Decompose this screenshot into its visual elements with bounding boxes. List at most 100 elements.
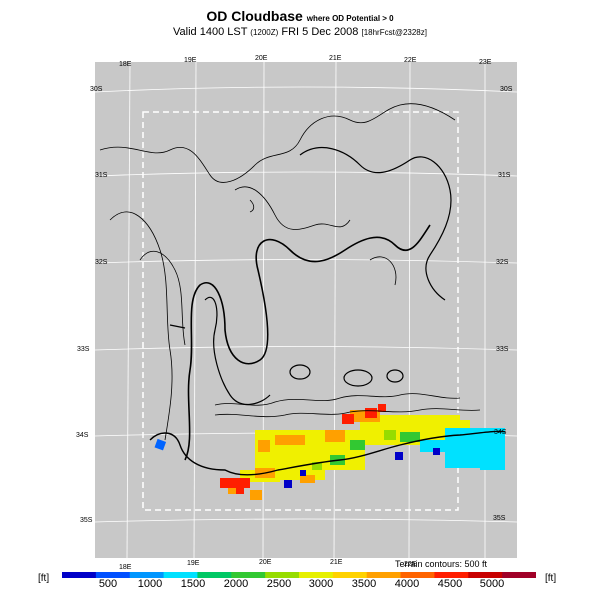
lat-label-right-35s: 35S (493, 515, 506, 522)
lat-label-right-34s: 34S (494, 429, 507, 436)
cloud-cell (395, 452, 403, 460)
lon-label-top-20e: 20E (255, 55, 268, 62)
cloud-cell (284, 480, 292, 488)
colorbar-segment (163, 572, 198, 578)
colorbar-segment (95, 572, 131, 578)
map-title: OD Cloudbase where OD Potential > 0 (0, 8, 600, 24)
cloud-cell (300, 475, 315, 483)
title-qualifier: where OD Potential > 0 (306, 14, 394, 23)
lat-labels-left: 30S 31S 32S 33S 34S 35S (76, 86, 108, 524)
lat-label-left-33s: 33S (77, 346, 90, 353)
cloud-cell (384, 430, 396, 440)
cloud-cell (325, 430, 345, 442)
isolated-cloud-cell (154, 438, 167, 451)
lon-label-bottom-20e: 20E (259, 559, 272, 566)
lon-label-top-22e: 22E (404, 57, 417, 64)
subtitle-run: [18hrFcst@2328z] (361, 28, 427, 37)
lon-label-bottom-21e: 21E (330, 559, 343, 566)
colorbar-segment (502, 572, 536, 578)
colorbar-tick: 2000 (223, 578, 249, 590)
colorbar-segment (332, 572, 368, 578)
lat-label-left-30s: 30S (90, 86, 103, 93)
terrain-contour (249, 199, 255, 213)
colorbar-segment (265, 572, 300, 578)
lon-labels-bottom: 18E 19E 20E 21E 22E (119, 559, 417, 571)
colorbar-tick: 3000 (308, 578, 334, 590)
colorbar-tick: 1500 (180, 578, 206, 590)
cloud-cell (378, 404, 386, 412)
lon-label-top-18e: 18E (119, 61, 132, 68)
colorbar-tick: 3500 (351, 578, 377, 590)
cloud-cell (420, 440, 445, 452)
lon-label-top-19e: 19E (184, 57, 197, 64)
colorbar-segment (468, 572, 503, 578)
terrain-contour-note: Terrain contours: 500 ft (395, 559, 488, 569)
cloud-cell (236, 488, 244, 494)
inner-domain-boundary (142, 111, 459, 511)
colorbar-segment (62, 572, 97, 578)
lon-labels-top: 18E 19E 20E 21E 22E 23E (119, 55, 492, 68)
colorbar-tick: 5000 (479, 578, 505, 590)
map-background (95, 62, 517, 558)
terrain-contour (109, 211, 173, 441)
lat-labels-right: 30S 31S 32S 33S 34S 35S (493, 86, 513, 522)
colorbar-tick: 500 (98, 578, 118, 590)
colorbar-segment (299, 572, 334, 578)
lat-label-right-31s: 31S (498, 172, 511, 179)
terrain-contour (184, 224, 431, 461)
cloud-cell (258, 440, 270, 452)
colorbar-tick: 4500 (437, 578, 463, 590)
colorbar-segment (231, 572, 266, 578)
colorbar-segment (197, 572, 232, 578)
subtitle-valid: Valid 1400 LST (173, 26, 248, 38)
colorbar-segment (129, 572, 165, 578)
cloud-cell (275, 435, 305, 445)
cloudbase-cells (220, 404, 505, 500)
cloud-cell (300, 470, 306, 476)
lon-label-top-21e: 21E (329, 55, 342, 62)
terrain-contour (369, 256, 397, 286)
colorbar-tick: 1000 (137, 578, 163, 590)
colorbar-tick: 4000 (394, 578, 420, 590)
terrain-contour (214, 393, 461, 406)
colorbar-segment (400, 572, 435, 578)
colorbar-unit-left: [ft] (38, 573, 50, 584)
lat-label-right-33s: 33S (496, 346, 509, 353)
terrain-contours (99, 103, 506, 476)
terrain-contour (214, 408, 481, 418)
terrain-contour (234, 186, 351, 230)
cloud-cell (312, 462, 322, 470)
title-main: OD Cloudbase (206, 8, 303, 24)
cloud-cell (220, 478, 250, 488)
cloud-cell (342, 414, 354, 424)
colorbar-segment (366, 572, 402, 578)
subtitle-code: (1200Z) (250, 28, 279, 37)
subtitle-date: FRI 5 Dec 2008 (281, 26, 359, 38)
lat-label-left-32s: 32S (95, 259, 108, 266)
colorbar-tick: 2500 (266, 578, 292, 590)
cloud-cell (365, 408, 377, 418)
cloud-cell (400, 432, 420, 442)
colorbar-unit-right: [ft] (545, 573, 557, 584)
cloud-cell (480, 460, 505, 470)
map-subtitle: Valid 1400 LST (1200Z) FRI 5 Dec 2008 [1… (0, 26, 600, 38)
lon-label-bottom-18e: 18E (119, 564, 132, 571)
lon-label-top-23e: 23E (479, 59, 492, 66)
terrain-contour (299, 146, 452, 301)
cloud-cell (255, 430, 365, 470)
cloud-cell (228, 486, 240, 494)
lon-label-bottom-22e: 22E (404, 561, 417, 568)
lat-label-right-32s: 32S (496, 259, 509, 266)
colorbar-segment (434, 572, 469, 578)
lat-label-left-35s: 35S (80, 517, 93, 524)
cloud-cell (433, 448, 440, 455)
coastline-contour (149, 430, 506, 476)
lat-label-right-30s: 30S (500, 86, 513, 93)
cloud-cell (350, 440, 365, 450)
lat-label-left-34s: 34S (76, 432, 89, 439)
lon-label-bottom-19e: 19E (187, 560, 200, 567)
terrain-contour (386, 369, 404, 383)
terrain-contour (289, 364, 311, 380)
terrain-contour (343, 369, 373, 387)
